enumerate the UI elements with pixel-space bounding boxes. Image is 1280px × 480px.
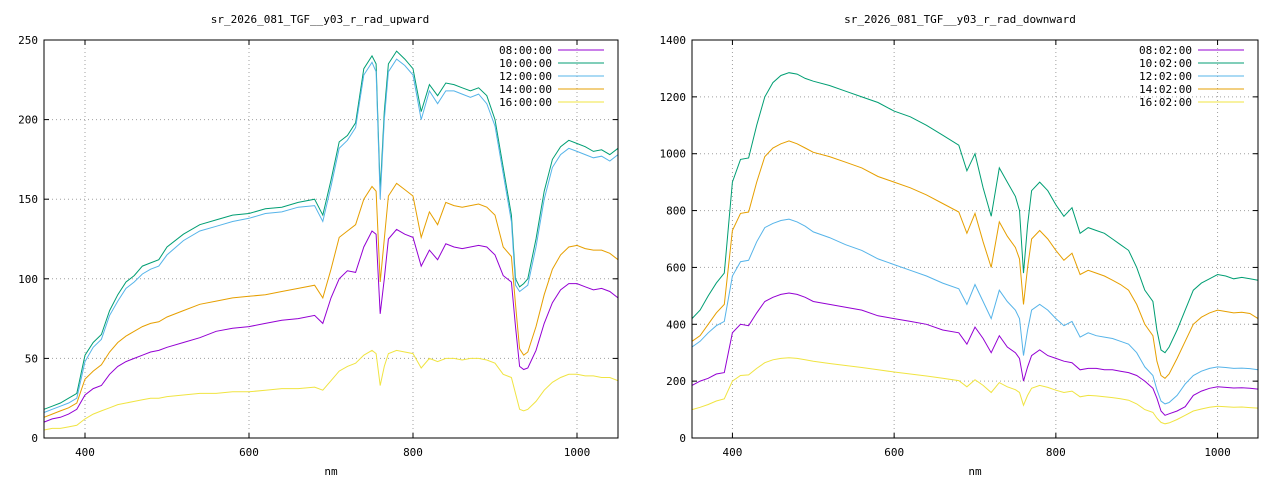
- tick-label-x: 600: [884, 446, 904, 459]
- tick-label-y: 50: [25, 352, 38, 365]
- series-line-16-00-00: [43, 349, 619, 431]
- legend-label: 14:00:00: [499, 83, 552, 96]
- plot-frame: [691, 39, 1259, 439]
- series-line-12-00-00: [43, 58, 619, 413]
- tick-label-y: 250: [18, 34, 38, 47]
- tick-label-x: 1000: [1204, 446, 1231, 459]
- chart-title: sr_2026_081_TGF__y03_r_rad_upward: [210, 13, 430, 26]
- tick-label-y: 1200: [660, 91, 687, 104]
- tick-label-x: 400: [722, 446, 742, 459]
- legend-label: 12:02:00: [1139, 70, 1192, 83]
- x-axis-label: nm: [968, 465, 982, 478]
- tick-label-y: 0: [31, 432, 38, 445]
- tick-label-x: 800: [403, 446, 423, 459]
- tick-label-y: 100: [18, 273, 38, 286]
- series-line-14-02-00: [691, 140, 1259, 379]
- downward-plot-area: 0 200 400 600 800 1000 1200 1400 400 600 800 1000 nm…: [660, 34, 1259, 478]
- legend-label: 08:00:00: [499, 44, 552, 57]
- series-line-14-00-00: [43, 182, 619, 418]
- plot-frame: [43, 39, 619, 439]
- x-axis-label: nm: [324, 465, 338, 478]
- legend-label: 14:02:00: [1139, 83, 1192, 96]
- tick-label-x: 600: [239, 446, 259, 459]
- tick-label-y: 200: [666, 375, 686, 388]
- legend-label: 16:02:00: [1139, 96, 1192, 109]
- tick-label-y: 600: [666, 261, 686, 274]
- tick-label-y: 1000: [660, 148, 687, 161]
- legend-label: 08:02:00: [1139, 44, 1192, 57]
- legend-label: 12:00:00: [499, 70, 552, 83]
- legend-label: 10:02:00: [1139, 57, 1192, 70]
- series-line-08-02-00: [691, 292, 1259, 416]
- series-line-08-00-00: [43, 228, 619, 423]
- downward-radiance-chart: sr_2026_081_TGF__y03_r_rad_downward 0 200…: [640, 0, 1280, 480]
- tick-label-y: 0: [679, 432, 686, 445]
- legend-label: 16:00:00: [499, 96, 552, 109]
- tick-label-y: 200: [18, 114, 38, 127]
- legend-label: 10:00:00: [499, 57, 552, 70]
- tick-label-y: 400: [666, 318, 686, 331]
- chart-title: sr_2026_081_TGF__y03_r_rad_downward: [844, 13, 1076, 26]
- upward-radiance-chart: sr_2026_081_TGF__y03_r_rad_upward 0 50 100…: [18, 13, 619, 478]
- series-line-12-02-00: [691, 218, 1259, 405]
- series-line-16-02-00: [691, 357, 1259, 425]
- tick-label-x: 400: [75, 446, 95, 459]
- tick-label-y: 150: [18, 193, 38, 206]
- tick-label-y: 1400: [660, 34, 687, 47]
- tick-label-x: 800: [1046, 446, 1066, 459]
- tick-label-y: 800: [666, 205, 686, 218]
- upward-plot-area: 0 50 100 150 200 250 400 600 800 1000 nm 08:00:0010…: [18, 34, 619, 478]
- tick-label-x: 1000: [564, 446, 591, 459]
- series-line-10-02-00: [691, 72, 1259, 354]
